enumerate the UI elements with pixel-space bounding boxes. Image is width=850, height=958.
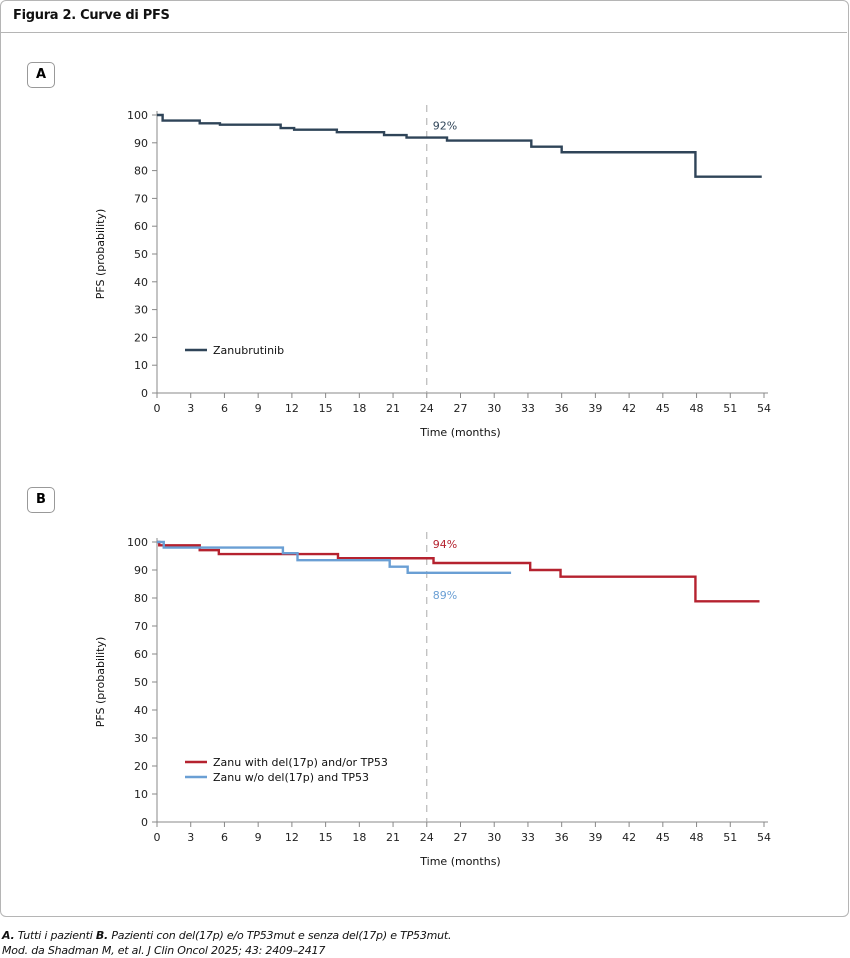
chart1-x-tick-label: 24 [420,831,434,844]
chart0-x-tick-label: 42 [622,402,636,415]
caption-b-text: Pazienti con del(17p) e/o TP53mut e senz… [108,929,452,942]
figure-frame [0,0,849,917]
chart1-x-tick-label: 3 [187,831,194,844]
caption-a-text: Tutti i pazienti [14,929,96,942]
chart1-x-tick-label: 33 [521,831,535,844]
chart1-series-label-0: 94% [433,538,457,551]
chart0-x-tick-label: 27 [454,402,468,415]
chart0-y-tick-label: 70 [134,192,148,205]
chart0-x-tick-label: 0 [154,402,161,415]
chart1-x-tick-label: 48 [690,831,704,844]
chart0-x-tick-label: 39 [588,402,602,415]
chart0-y-tick-label: 100 [127,109,148,122]
chart1-x-tick-label: 39 [588,831,602,844]
chart0-y-tick-label: 10 [134,359,148,372]
chart1-x-tick-label: 15 [319,831,333,844]
chart0-series-line-0 [157,113,762,178]
chart1-x-axis-label: Time (months) [419,855,500,868]
chart1-series-line-0 [157,540,760,603]
chart1-y-tick-label: 0 [141,816,148,829]
chart0-x-tick-label: 51 [723,402,737,415]
chart0-y-tick-label: 20 [134,331,148,344]
chart0-x-tick-label: 21 [386,402,400,415]
chart1-y-tick-label: 60 [134,648,148,661]
caption-source: Mod. da Shadman M, et al. J Clin Oncol 2… [2,944,326,957]
chart0-x-tick-label: 9 [255,402,262,415]
chart1-series-label-1: 89% [433,589,457,602]
chart0-y-tick-label: 80 [134,165,148,178]
chart1-x-tick-label: 21 [386,831,400,844]
chart1-y-tick-label: 70 [134,620,148,633]
caption-b-marker: B. [95,929,109,942]
caption-a-marker: A. [2,929,15,942]
chart1-x-tick-label: 27 [454,831,468,844]
chart0-y-tick-label: 50 [134,248,148,261]
chart1-x-tick-label: 54 [757,831,771,844]
chart0-x-tick-label: 54 [757,402,771,415]
chart0-x-tick-label: 18 [352,402,366,415]
chart0-y-tick-label: 90 [134,137,148,150]
chart1-x-tick-label: 6 [221,831,228,844]
chart1-x-tick-label: 51 [723,831,737,844]
chart0-x-tick-label: 15 [319,402,333,415]
chart0-x-axis-label: Time (months) [419,426,500,439]
chart1-legend-label-0: Zanu with del(17p) and/or TP53 [213,756,388,769]
chart1-y-tick-label: 80 [134,592,148,605]
chart0-x-tick-label: 24 [420,402,434,415]
caption: A. Tutti i pazienti B. Pazienti con del(… [2,928,452,958]
chart1-x-tick-label: 36 [555,831,569,844]
chart0-x-tick-label: 33 [521,402,535,415]
chart0-y-tick-label: 60 [134,220,148,233]
chart1-x-tick-label: 30 [487,831,501,844]
chart1-x-tick-label: 45 [656,831,670,844]
chart1-y-tick-label: 50 [134,676,148,689]
chart1-series-line-1 [157,540,512,574]
chart1-x-tick-label: 9 [255,831,262,844]
chart1-x-tick-label: 12 [285,831,299,844]
panel-label-a: A [27,62,55,88]
chart1-y-tick-label: 20 [134,760,148,773]
chart1-y-tick-label: 100 [127,536,148,549]
figure-title: Figura 2. Curve di PFS [13,8,170,23]
panel-label-b: B [27,487,55,513]
chart1-x-tick-label: 0 [154,831,161,844]
chart1-y-tick-label: 90 [134,564,148,577]
chart0-y-tick-label: 0 [141,387,148,400]
chart1-y-tick-label: 40 [134,704,148,717]
chart0-y-tick-label: 30 [134,304,148,317]
chart0-y-axis-label: PFS (probability) [94,209,107,300]
chart0-x-tick-label: 30 [487,402,501,415]
chart1-legend-label-1: Zanu w/o del(17p) and TP53 [213,771,369,784]
chart1-y-axis-label: PFS (probability) [94,637,107,728]
chart0-x-tick-label: 48 [690,402,704,415]
chart0-legend-label-0: Zanubrutinib [213,344,284,357]
chart0-y-tick-label: 40 [134,276,148,289]
chart1-y-tick-label: 30 [134,732,148,745]
chart1-y-tick-label: 10 [134,788,148,801]
chart0-x-tick-label: 6 [221,402,228,415]
chart0-x-tick-label: 36 [555,402,569,415]
chart1-x-tick-label: 42 [622,831,636,844]
chart0-x-tick-label: 3 [187,402,194,415]
figure-header: Figura 2. Curve di PFS [0,0,847,33]
chart0-x-tick-label: 45 [656,402,670,415]
chart0-series-label-0: 92% [433,120,457,133]
chart1-x-tick-label: 18 [352,831,366,844]
chart0-x-tick-label: 12 [285,402,299,415]
